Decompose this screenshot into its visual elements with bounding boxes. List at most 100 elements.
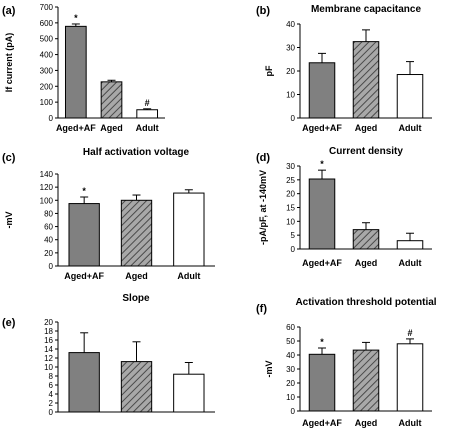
y-tick-label: 100 (40, 196, 54, 205)
y-tick-label: 10 (286, 393, 295, 402)
bar-adult (136, 109, 159, 119)
panel-title: Slope (122, 293, 150, 304)
y-tick-label: 400 (40, 51, 54, 60)
y-tick-label: 6 (49, 381, 54, 390)
panel-letter: (d) (256, 152, 270, 164)
y-tick-label: 300 (40, 66, 54, 75)
bar-adult (396, 240, 424, 250)
category-label: Aged (355, 258, 378, 268)
category-label: Aged (355, 418, 378, 428)
y-tick-label: 120 (40, 183, 54, 192)
bar-aged-af (308, 353, 336, 412)
panel-f: (f) Activation threshold potential 0 10 20 30… (256, 297, 437, 428)
panel-b: (b) Membrane capacitance 0 10 20 30 40 pF Aged+A… (256, 4, 432, 133)
bar-aged (120, 361, 153, 413)
y-tick-label: 40 (286, 351, 295, 360)
y-tick-label: 140 (40, 170, 54, 179)
y-axis-label: -pA/pF, at -140mV (258, 170, 268, 245)
significance-marker: * (74, 13, 78, 23)
y-axis-label: If current (pA) (4, 33, 14, 93)
significance-marker: * (320, 337, 324, 347)
panel-c: (c) Half activation voltage 0 20 40 60 80 100 12… (2, 147, 215, 281)
bar-adult (173, 373, 205, 413)
y-tick-label: 40 (286, 20, 295, 29)
panel-letter: (a) (2, 5, 16, 17)
y-tick-label: 4 (49, 390, 54, 399)
y-tick-label: 14 (44, 345, 53, 354)
category-label: Aged+AF (56, 123, 96, 133)
panel-letter: (f) (256, 303, 267, 315)
y-tick-label: 15 (286, 204, 295, 213)
category-label: Adult (399, 123, 422, 133)
y-tick-label: 20 (286, 379, 295, 388)
y-tick-label: 20 (286, 190, 295, 199)
y-tick-label: 0 (291, 245, 296, 254)
y-tick-label: 60 (286, 323, 295, 332)
y-tick-label: 200 (40, 82, 54, 91)
category-label: Aged+AF (302, 123, 342, 133)
y-tick-label: 0 (49, 408, 54, 417)
y-tick-label: 100 (40, 98, 54, 107)
y-tick-label: 80 (44, 209, 53, 218)
panel-letter: (b) (256, 5, 270, 17)
y-axis-label: -mV (264, 360, 274, 377)
y-tick-label: 500 (40, 35, 54, 44)
category-label: Adult (177, 271, 200, 281)
y-tick-label: 50 (286, 337, 295, 346)
y-tick-label: 10 (286, 91, 295, 100)
bar-aged (352, 41, 380, 119)
y-tick-label: 16 (44, 336, 53, 345)
panel-letter: (c) (2, 152, 16, 164)
bar-aged (100, 81, 123, 119)
y-tick-label: 40 (44, 236, 53, 245)
significance-marker: * (320, 159, 324, 169)
panel-d: (d) Current density 0 5 10 15 20 25 30 -pA/pF, at… (256, 146, 432, 268)
category-label: Aged+AF (302, 418, 342, 428)
y-tick-label: 12 (44, 354, 53, 363)
significance-marker: # (145, 98, 150, 108)
y-tick-label: 60 (44, 223, 53, 232)
panel-title: Activation threshold potential (295, 297, 436, 308)
bar-adult (396, 343, 424, 412)
y-axis-label: -mV (4, 211, 14, 228)
panel-letter: (e) (2, 317, 16, 329)
panel-title: Membrane capacitance (311, 4, 421, 15)
bar-aged-af (308, 178, 336, 250)
y-axis-label: pF (264, 65, 274, 76)
y-tick-label: 30 (286, 365, 295, 374)
panel-a: (a) 0 100 200 300 400 500 600 700 If current (pA)… (2, 3, 165, 133)
category-label: Aged (125, 271, 148, 281)
bar-adult (173, 192, 205, 267)
y-tick-label: 700 (40, 3, 54, 12)
y-tick-label: 10 (286, 217, 295, 226)
category-label: Aged+AF (64, 271, 104, 281)
y-tick-label: 25 (286, 176, 295, 185)
bar-aged-af (64, 25, 87, 119)
y-tick-label: 0 (49, 114, 54, 123)
y-tick-label: 2 (49, 399, 54, 408)
y-tick-label: 30 (286, 162, 295, 171)
y-tick-label: 20 (44, 249, 53, 258)
y-tick-label: 0 (49, 262, 54, 271)
y-tick-label: 10 (44, 363, 53, 372)
category-label: Adult (399, 258, 422, 268)
bar-aged (352, 229, 380, 250)
y-tick-label: 20 (286, 67, 295, 76)
y-tick-label: 0 (291, 407, 296, 416)
category-label: Aged (355, 123, 378, 133)
bar-aged-af (68, 203, 100, 267)
bar-adult (396, 74, 424, 119)
bar-aged (352, 349, 380, 412)
panel-title: Half activation voltage (83, 147, 190, 158)
y-tick-label: 18 (44, 327, 53, 336)
y-tick-label: 20 (44, 318, 53, 327)
bar-aged-af (68, 352, 100, 413)
category-label: Adult (136, 123, 159, 133)
category-label: Aged+AF (302, 258, 342, 268)
y-tick-label: 600 (40, 19, 54, 28)
bar-aged-af (308, 62, 336, 119)
significance-marker: # (407, 328, 412, 338)
category-label: Aged (100, 123, 123, 133)
y-tick-label: 5 (291, 231, 296, 240)
